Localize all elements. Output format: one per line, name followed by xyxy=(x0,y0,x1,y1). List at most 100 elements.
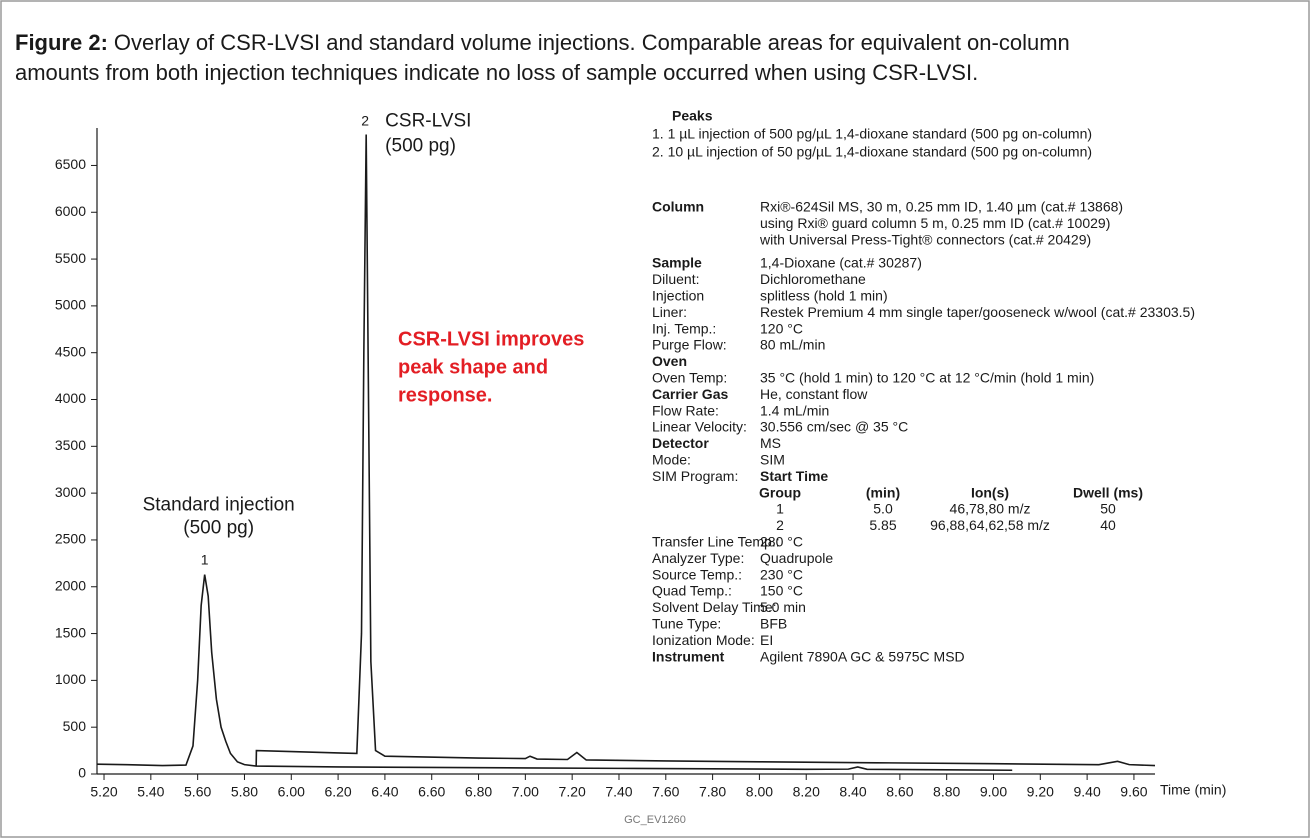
caption-line: Figure 2: Overlay of CSR-LVSI and standar… xyxy=(15,30,1070,55)
condition-value: splitless (hold 1 min) xyxy=(760,288,888,304)
x-axis-label: Time (min) xyxy=(1160,782,1226,798)
condition-value: 1,4-Dioxane (cat.# 30287) xyxy=(760,255,922,271)
trace xyxy=(255,134,1156,767)
condition-value: Start Time xyxy=(760,468,828,484)
condition-label: SIM Program: xyxy=(652,468,738,484)
condition-label: Instrument xyxy=(652,648,725,664)
condition-label: Detector xyxy=(652,435,709,451)
condition-label: Solvent Delay Time: xyxy=(652,599,777,615)
condition-label: Diluent: xyxy=(652,271,699,287)
x-tick-label: 8.60 xyxy=(886,784,913,800)
x-tick-label: 6.00 xyxy=(278,784,305,800)
x-tick-label: 5.40 xyxy=(137,784,164,800)
y-tick-label: 5000 xyxy=(55,297,86,313)
table-cell: 5.85 xyxy=(869,517,896,533)
y-tick-label: 3500 xyxy=(55,437,86,453)
condition-label: Injection xyxy=(652,288,704,304)
x-tick-label: 5.60 xyxy=(184,784,211,800)
table-cell: 96,88,64,62,58 m/z xyxy=(930,517,1050,533)
annotation: peak shape and xyxy=(398,356,548,378)
condition-label: Quad Temp.: xyxy=(652,583,732,599)
table-cell: 1 xyxy=(776,501,784,517)
condition-label: Mode: xyxy=(652,452,691,468)
annotation: CSR-LVSI improves xyxy=(398,328,584,350)
condition-value: with Universal Press-Tight® connectors (… xyxy=(759,232,1091,248)
table-cell: 46,78,80 m/z xyxy=(950,501,1031,517)
y-tick-label: 0 xyxy=(78,765,86,781)
condition-value: Quadrupole xyxy=(760,550,833,566)
trace xyxy=(96,574,1013,772)
condition-label: Sample xyxy=(652,255,702,271)
condition-label: Analyzer Type: xyxy=(652,550,744,566)
table-header: Ion(s) xyxy=(971,484,1009,500)
x-tick-label: 7.40 xyxy=(605,784,632,800)
y-tick-label: 6500 xyxy=(55,156,86,172)
condition-label: Ionization Mode: xyxy=(652,632,755,648)
y-tick-label: 4000 xyxy=(55,390,86,406)
x-tick-label: 6.80 xyxy=(465,784,492,800)
condition-value: 30.556 cm/sec @ 35 °C xyxy=(760,419,908,435)
table-cell: 2 xyxy=(776,517,784,533)
y-tick-label: 4500 xyxy=(55,343,86,359)
peak-label: 2 xyxy=(361,112,369,128)
table-header: Dwell (ms) xyxy=(1073,484,1143,500)
caption-text: Overlay of CSR-LVSI and standard volume … xyxy=(114,30,1070,55)
condition-label: Tune Type: xyxy=(652,616,721,632)
condition-value: He, constant flow xyxy=(760,386,868,402)
y-tick-label: 1500 xyxy=(55,624,86,640)
x-tick-label: 7.60 xyxy=(652,784,679,800)
x-tick-label: 9.60 xyxy=(1120,784,1147,800)
x-tick-label: 9.20 xyxy=(1027,784,1054,800)
condition-label: Source Temp.: xyxy=(652,566,742,582)
condition-value: BFB xyxy=(760,616,787,632)
condition-value: 5.0 min xyxy=(760,599,806,615)
x-tick-label: 8.40 xyxy=(839,784,866,800)
condition-value: MS xyxy=(760,435,781,451)
peak-label: 1 xyxy=(201,551,209,567)
x-tick-label: 5.20 xyxy=(90,784,117,800)
table-cell: 40 xyxy=(1100,517,1116,533)
condition-value: 1.4 mL/min xyxy=(760,402,829,418)
table-cell: 50 xyxy=(1100,501,1116,517)
condition-value: 150 °C xyxy=(760,583,803,599)
condition-value: Restek Premium 4 mm single taper/goosene… xyxy=(760,304,1195,320)
condition-label: Oven Temp: xyxy=(652,370,727,386)
condition-value: Dichloromethane xyxy=(760,271,866,287)
x-tick-label: 5.80 xyxy=(231,784,258,800)
caption-line: amounts from both injection techniques i… xyxy=(15,60,978,85)
condition-value: 80 mL/min xyxy=(760,337,825,353)
y-tick-label: 1000 xyxy=(55,671,86,687)
peak-item: 2. 10 µL injection of 50 pg/µL 1,4-dioxa… xyxy=(652,144,1092,160)
condition-value: SIM xyxy=(760,452,785,468)
x-tick-label: 6.20 xyxy=(324,784,351,800)
y-tick-label: 5500 xyxy=(55,250,86,266)
condition-value: EI xyxy=(760,632,773,648)
x-tick-label: 7.20 xyxy=(559,784,586,800)
condition-value: Agilent 7890A GC & 5975C MSD xyxy=(760,648,965,664)
x-tick-label: 6.40 xyxy=(371,784,398,800)
x-tick-label: 8.80 xyxy=(933,784,960,800)
annotation: response. xyxy=(398,384,492,406)
peak-item: 1. 1 µL injection of 500 pg/µL 1,4-dioxa… xyxy=(652,126,1092,142)
x-tick-label: 7.00 xyxy=(512,784,539,800)
trace-name: Standard injection xyxy=(143,495,295,516)
x-tick-label: 9.00 xyxy=(980,784,1007,800)
trace-amount: (500 pg) xyxy=(183,518,254,539)
condition-label: Transfer Line Temp.: xyxy=(652,534,780,550)
y-tick-label: 500 xyxy=(63,718,87,734)
x-tick-label: 9.40 xyxy=(1073,784,1100,800)
y-tick-label: 3000 xyxy=(55,484,86,500)
condition-value: using Rxi® guard column 5 m, 0.25 mm ID … xyxy=(760,215,1110,231)
condition-value: 120 °C xyxy=(760,320,803,336)
condition-value: 35 °C (hold 1 min) to 120 °C at 12 °C/mi… xyxy=(760,370,1094,386)
condition-value: 280 °C xyxy=(760,534,803,550)
condition-value: Rxi®-624Sil MS, 30 m, 0.25 mm ID, 1.40 µ… xyxy=(760,199,1123,215)
peaks-title: Peaks xyxy=(672,108,713,124)
x-tick-label: 8.00 xyxy=(746,784,773,800)
y-tick-label: 2000 xyxy=(55,577,86,593)
condition-label: Carrier Gas xyxy=(652,386,728,402)
condition-label: Inj. Temp.: xyxy=(652,320,716,336)
condition-label: Purge Flow: xyxy=(652,337,727,353)
